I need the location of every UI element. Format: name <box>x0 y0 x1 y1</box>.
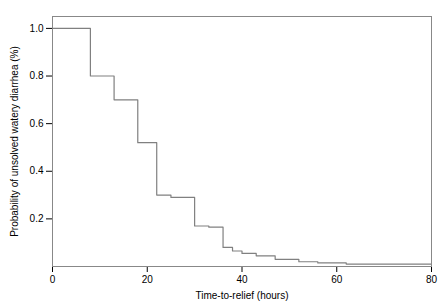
svg-text:40: 40 <box>236 274 248 285</box>
svg-text:60: 60 <box>331 274 343 285</box>
svg-text:20: 20 <box>142 274 154 285</box>
svg-text:Probability of unsolved watery: Probability of unsolved watery diarrhea … <box>9 46 20 237</box>
svg-text:0: 0 <box>50 274 56 285</box>
svg-text:0.8: 0.8 <box>30 70 44 81</box>
svg-text:1.0: 1.0 <box>30 23 44 34</box>
svg-text:0.6: 0.6 <box>30 118 44 129</box>
svg-text:Time-to-relief (hours): Time-to-relief (hours) <box>196 290 289 301</box>
svg-text:80: 80 <box>426 274 438 285</box>
svg-text:0.2: 0.2 <box>30 213 44 224</box>
svg-text:0.4: 0.4 <box>30 165 44 176</box>
